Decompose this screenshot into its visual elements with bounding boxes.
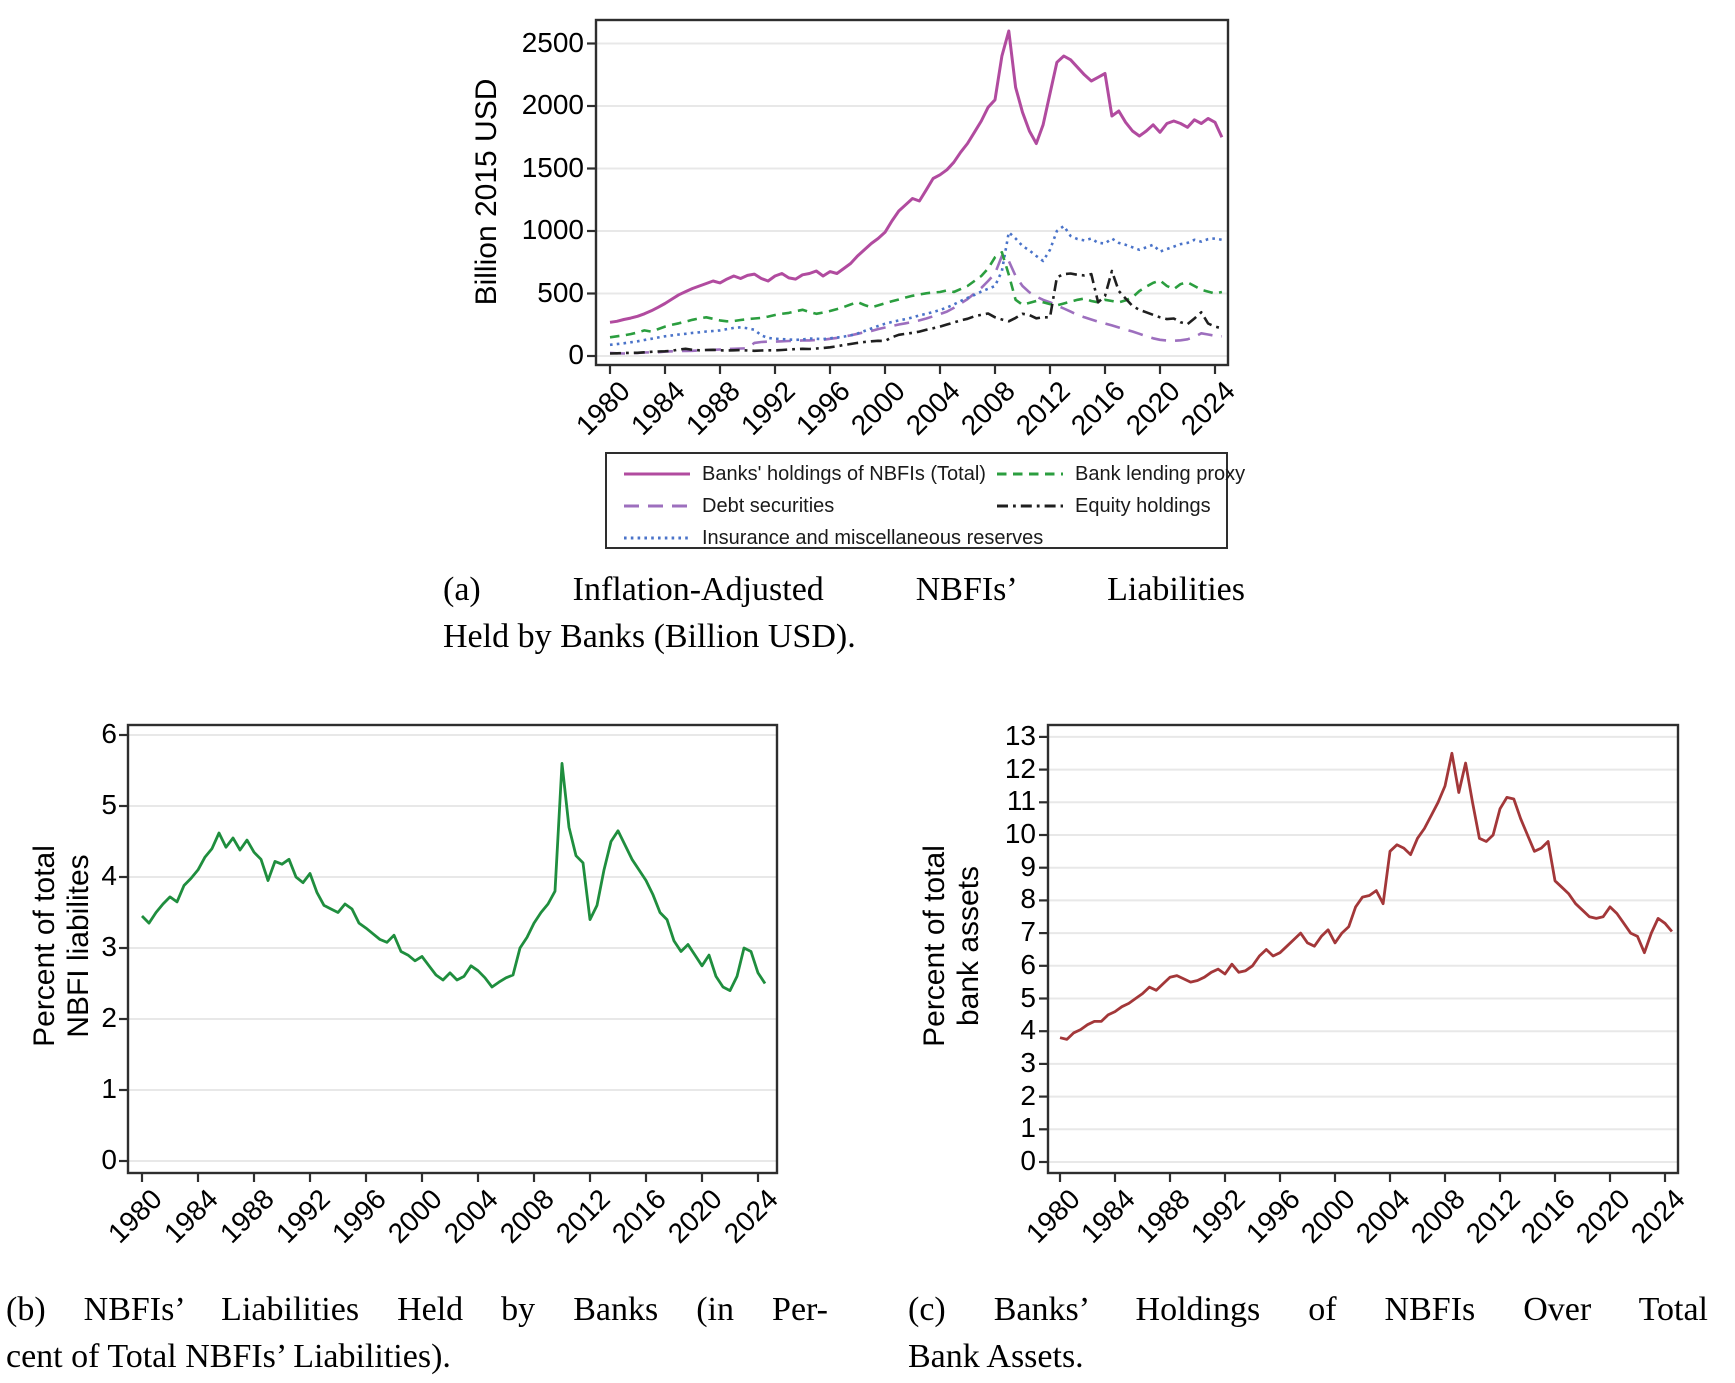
y-tick-label: 0 bbox=[568, 339, 584, 370]
caption-panel-c: (c) Banks’ Holdings of NBFIs Over Total … bbox=[908, 1286, 1708, 1380]
y-tick-label: 5 bbox=[1020, 981, 1036, 1013]
y-tick-label: 1 bbox=[101, 1073, 117, 1104]
y-tick-label: 11 bbox=[1006, 785, 1036, 817]
series-line-panel_b_line bbox=[141, 762, 767, 992]
y-tick-label: 1500 bbox=[521, 151, 584, 183]
legend-entry: Insurance and miscellaneous reserves bbox=[624, 527, 1043, 549]
y-tick-label: 10 bbox=[1004, 818, 1036, 849]
series-line-equity bbox=[609, 269, 1223, 355]
y-tick-label: 2000 bbox=[521, 89, 584, 120]
y-tick-label: 1 bbox=[1020, 1112, 1036, 1144]
y-tick-label: 4 bbox=[1020, 1014, 1036, 1046]
y-tick-label: 500 bbox=[537, 276, 584, 308]
caption-panel-a: (a) Inflation-Adjusted NBFIs’ Liabilitie… bbox=[443, 566, 1245, 660]
y-tick-label: 6 bbox=[101, 718, 117, 749]
y-tick-label: 8 bbox=[1020, 883, 1036, 915]
legend-line-sample-equity bbox=[997, 504, 1063, 508]
y-tick-label: 2 bbox=[1020, 1079, 1036, 1111]
y-tick-label: 6 bbox=[1020, 948, 1036, 980]
caption-b-line2: cent of Total NBFIs’ Liabilities). bbox=[6, 1338, 451, 1375]
caption-c-line2: Bank Assets. bbox=[908, 1338, 1084, 1375]
y-tick-label: 2500 bbox=[521, 26, 584, 58]
legend: Banks' holdings of NBFIs (Total) Debt sec… bbox=[605, 452, 1245, 549]
legend-entry: Banks' holdings of NBFIs (Total) bbox=[624, 463, 986, 485]
y-tick-label: 3 bbox=[1020, 1046, 1036, 1078]
y-axis-title-c: Percent of total bank assets bbox=[918, 845, 985, 1047]
legend-entry: Equity holdings bbox=[997, 495, 1211, 517]
legend-label: Debt securities bbox=[702, 494, 835, 517]
y-tick-label: 0 bbox=[1020, 1145, 1036, 1176]
legend-entry: Debt securities bbox=[624, 495, 834, 517]
legend-line-sample-lending bbox=[997, 472, 1063, 476]
legend-label: Banks' holdings of NBFIs (Total) bbox=[702, 462, 986, 485]
series-line-total bbox=[609, 29, 1224, 324]
caption-a-line2: Held by Banks (Billion USD). bbox=[443, 618, 856, 655]
y-axis-title-a: Billion 2015 USD bbox=[470, 78, 503, 306]
y-tick-label: 5 bbox=[101, 789, 117, 820]
legend-line-sample-total bbox=[624, 472, 690, 476]
plot-frame bbox=[594, 18, 1230, 367]
series-line-panel_c_line bbox=[1059, 751, 1673, 1041]
y-tick-label: 9 bbox=[1020, 850, 1036, 882]
legend-entry: Bank lending proxy bbox=[997, 463, 1245, 485]
legend-label: Insurance and miscellaneous reserves bbox=[702, 526, 1044, 549]
y-axis-title-b: Percent of total NBFI liabilites bbox=[28, 845, 95, 1047]
caption-c-line1: (c) Banks’ Holdings of NBFIs Over Total bbox=[908, 1291, 1708, 1328]
y-tick-label: 3 bbox=[101, 931, 117, 962]
caption-panel-b: (b) NBFIs’ Liabilities Held by Banks (in… bbox=[6, 1286, 828, 1380]
y-tick-label: 2 bbox=[101, 1002, 117, 1033]
y-tick-label: 4 bbox=[101, 860, 117, 891]
legend-line-sample-insurance bbox=[624, 536, 690, 540]
series-line-insurance bbox=[609, 224, 1223, 347]
legend-label: Equity holdings bbox=[1075, 494, 1211, 517]
y-tick-label: 1000 bbox=[521, 214, 584, 245]
caption-b-line1: (b) NBFIs’ Liabilities Held by Banks (in… bbox=[6, 1291, 828, 1328]
plot-frame bbox=[1046, 723, 1680, 1175]
y-tick-label: 13 bbox=[1004, 719, 1036, 751]
series-line-lending bbox=[609, 251, 1223, 339]
y-tick-label: 7 bbox=[1020, 916, 1036, 948]
legend-line-sample-debt bbox=[624, 504, 690, 508]
legend-label: Bank lending proxy bbox=[1075, 462, 1246, 485]
caption-a-line1: (a) Inflation-Adjusted NBFIs’ Liabilitie… bbox=[443, 571, 1245, 608]
y-tick-label: 12 bbox=[1004, 752, 1036, 784]
y-tick-label: 0 bbox=[101, 1144, 117, 1175]
